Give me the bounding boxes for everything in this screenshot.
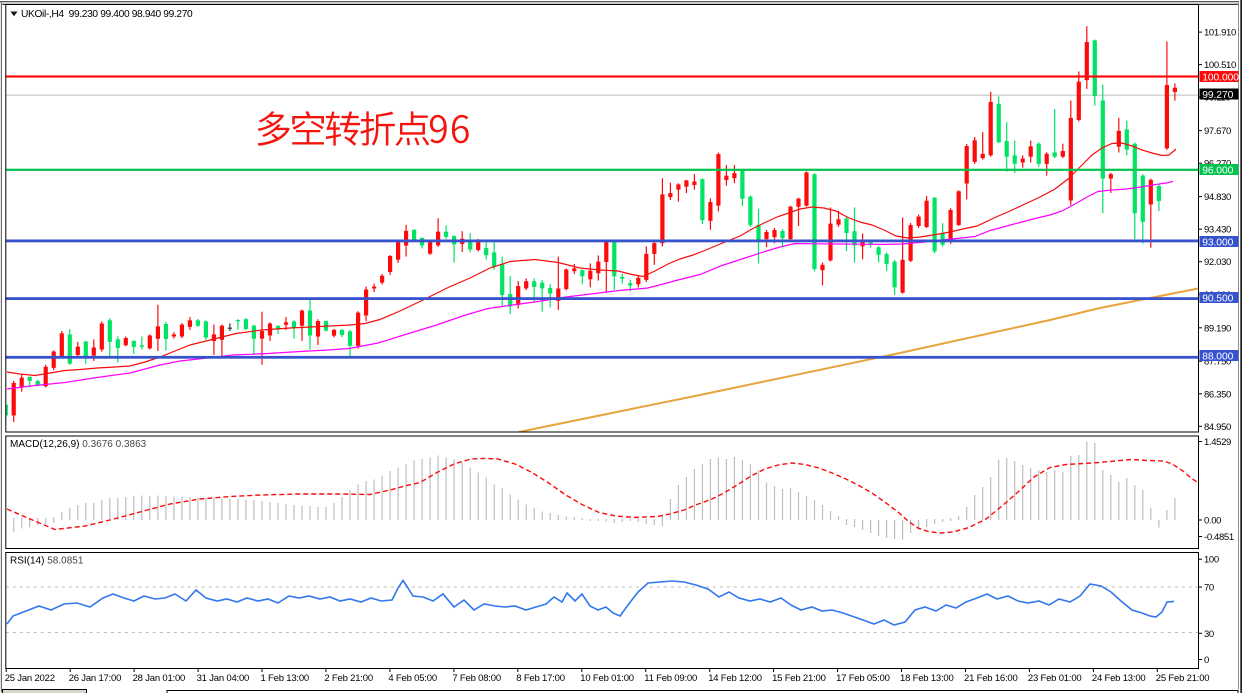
- svg-text:99.270: 99.270: [1202, 90, 1233, 101]
- svg-text:17 Feb 05:00: 17 Feb 05:00: [836, 673, 890, 684]
- svg-text:100.000: 100.000: [1202, 72, 1239, 83]
- svg-text:88.000: 88.000: [1202, 351, 1233, 362]
- svg-text:7 Feb 08:00: 7 Feb 08:00: [452, 673, 501, 684]
- svg-text:24 Feb 13:00: 24 Feb 13:00: [1092, 673, 1146, 684]
- svg-text:UKOil-,H4 99.230 99.400 98.94: UKOil-,H4 99.230 99.400 98.940 99.270: [21, 9, 193, 20]
- svg-text:10 Feb 01:00: 10 Feb 01:00: [580, 673, 634, 684]
- svg-text:100.510: 100.510: [1204, 60, 1236, 71]
- svg-text:25 Feb 21:00: 25 Feb 21:00: [1156, 673, 1210, 684]
- svg-text:70: 70: [1204, 583, 1214, 594]
- svg-text:87.750: 87.750: [1204, 357, 1231, 368]
- svg-text:4 Feb 05:00: 4 Feb 05:00: [388, 673, 437, 684]
- svg-text:15 Feb 21:00: 15 Feb 21:00: [772, 673, 826, 684]
- svg-text:MACD(12,26,9) 0.3676 0.3863: MACD(12,26,9) 0.3676 0.3863: [10, 439, 147, 450]
- svg-text:30: 30: [1204, 629, 1214, 640]
- svg-text:2 Feb 21:00: 2 Feb 21:00: [324, 673, 373, 684]
- svg-text:96.000: 96.000: [1202, 165, 1233, 176]
- svg-text:23 Feb 01:00: 23 Feb 01:00: [1028, 673, 1082, 684]
- svg-text:89.190: 89.190: [1204, 323, 1231, 334]
- svg-text:86.350: 86.350: [1204, 389, 1231, 400]
- svg-text:RSI(14) 58.0851: RSI(14) 58.0851: [10, 556, 84, 567]
- svg-text:84.950: 84.950: [1204, 422, 1231, 433]
- svg-text:28 Jan 01:00: 28 Jan 01:00: [133, 673, 186, 684]
- svg-text:-0.4851: -0.4851: [1204, 532, 1234, 543]
- svg-text:97.670: 97.670: [1204, 126, 1231, 137]
- svg-text:21 Feb 16:00: 21 Feb 16:00: [964, 673, 1018, 684]
- svg-text:101.910: 101.910: [1204, 28, 1236, 39]
- svg-text:92.030: 92.030: [1204, 257, 1231, 268]
- svg-text:8 Feb 17:00: 8 Feb 17:00: [516, 673, 565, 684]
- svg-text:100: 100: [1204, 555, 1219, 566]
- svg-text:14 Feb 12:00: 14 Feb 12:00: [708, 673, 762, 684]
- svg-text:1 Feb 13:00: 1 Feb 13:00: [261, 673, 310, 684]
- svg-text:93.000: 93.000: [1202, 237, 1233, 248]
- svg-text:90.500: 90.500: [1202, 293, 1233, 304]
- svg-text:25 Jan 2022: 25 Jan 2022: [5, 673, 55, 684]
- svg-text:31 Jan 04:00: 31 Jan 04:00: [197, 673, 250, 684]
- svg-text:18 Feb 13:00: 18 Feb 13:00: [900, 673, 954, 684]
- svg-text:1.4529: 1.4529: [1204, 437, 1231, 448]
- svg-text:0.00: 0.00: [1204, 516, 1221, 527]
- svg-text:11 Feb 09:00: 11 Feb 09:00: [644, 673, 697, 684]
- svg-text:26 Jan 17:00: 26 Jan 17:00: [69, 673, 122, 684]
- svg-text:94.830: 94.830: [1204, 192, 1231, 203]
- svg-text:0: 0: [1204, 655, 1209, 666]
- svg-text:93.430: 93.430: [1204, 225, 1231, 236]
